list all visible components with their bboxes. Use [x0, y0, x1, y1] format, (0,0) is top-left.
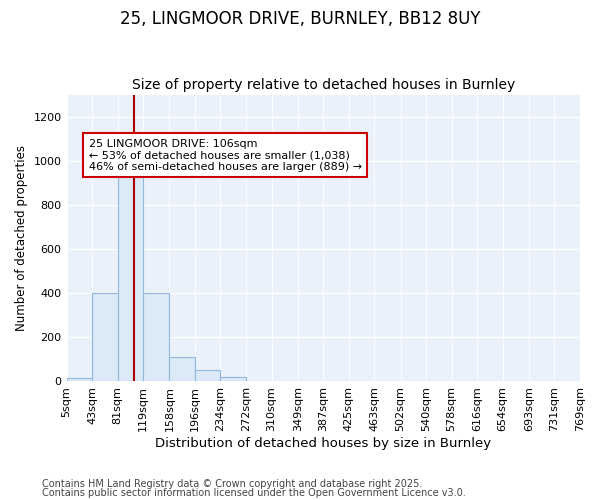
Bar — [195, 370, 220, 382]
Text: 25, LINGMOOR DRIVE, BURNLEY, BB12 8UY: 25, LINGMOOR DRIVE, BURNLEY, BB12 8UY — [120, 10, 480, 28]
Bar — [118, 170, 143, 382]
Text: Contains HM Land Registry data © Crown copyright and database right 2025.: Contains HM Land Registry data © Crown c… — [42, 479, 422, 489]
Bar — [169, 357, 195, 382]
Text: 25 LINGMOOR DRIVE: 106sqm
← 53% of detached houses are smaller (1,038)
46% of se: 25 LINGMOOR DRIVE: 106sqm ← 53% of detac… — [89, 138, 362, 172]
Text: Contains public sector information licensed under the Open Government Licence v3: Contains public sector information licen… — [42, 488, 466, 498]
Bar — [67, 378, 92, 382]
Bar — [92, 293, 118, 382]
Title: Size of property relative to detached houses in Burnley: Size of property relative to detached ho… — [131, 78, 515, 92]
Y-axis label: Number of detached properties: Number of detached properties — [15, 145, 28, 331]
Bar — [143, 293, 169, 382]
Bar — [220, 377, 246, 382]
X-axis label: Distribution of detached houses by size in Burnley: Distribution of detached houses by size … — [155, 437, 491, 450]
